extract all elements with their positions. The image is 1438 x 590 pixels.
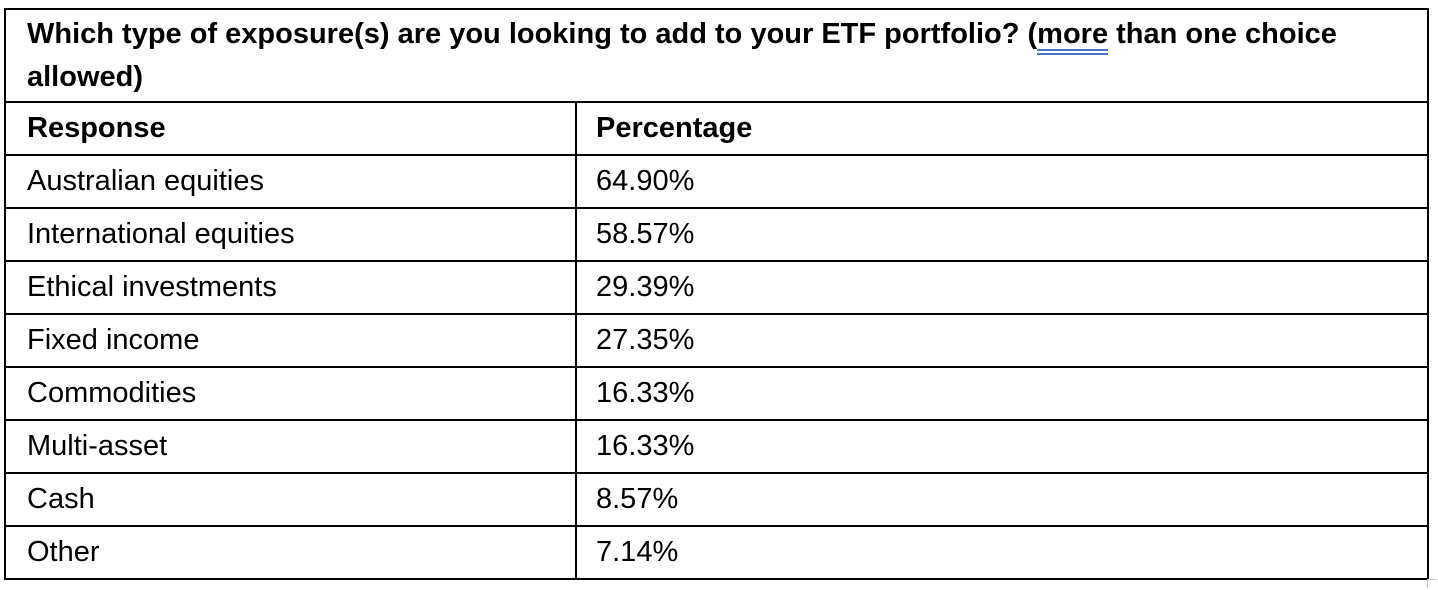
title-row: Which type of exposure(s) are you lookin… xyxy=(3,8,1430,103)
percentage-cell: 16.33% xyxy=(574,419,1430,474)
table-title-start: Which type of exposure(s) are you lookin… xyxy=(27,18,1038,50)
table-title-end: than one choice allowed) xyxy=(27,18,1337,93)
table-row: Commodities 16.33% xyxy=(4,366,1430,421)
header-row: Response Percentage xyxy=(4,101,1430,156)
exposure-survey-table: Which type of exposure(s) are you lookin… xyxy=(3,8,1430,580)
percentage-cell: 58.57% xyxy=(574,207,1430,262)
response-cell: Other xyxy=(4,525,577,580)
table-row: Multi-asset 16.33% xyxy=(4,419,1430,474)
percentage-cell: 27.35% xyxy=(574,313,1430,368)
table-row: Ethical investments 29.39% xyxy=(4,260,1430,315)
table-row: International equities 58.57% xyxy=(4,207,1430,262)
table-title: Which type of exposure(s) are you lookin… xyxy=(3,8,1430,103)
response-cell: Cash xyxy=(4,472,577,527)
response-cell: Multi-asset xyxy=(4,419,577,474)
percentage-cell: 8.57% xyxy=(574,472,1430,527)
response-cell: International equities xyxy=(4,207,577,262)
table-row: Other 7.14% xyxy=(4,525,1430,580)
header-response: Response xyxy=(4,101,577,156)
table-title-marked-word: more xyxy=(1037,18,1109,50)
table-resize-handle[interactable] xyxy=(1427,579,1436,588)
percentage-cell: 7.14% xyxy=(574,525,1430,580)
header-percentage: Percentage xyxy=(574,101,1430,156)
response-cell: Fixed income xyxy=(4,313,577,368)
percentage-cell: 64.90% xyxy=(574,154,1430,209)
table-row: Fixed income 27.35% xyxy=(4,313,1430,368)
percentage-cell: 16.33% xyxy=(574,366,1430,421)
table-row: Cash 8.57% xyxy=(4,472,1430,527)
percentage-cell: 29.39% xyxy=(574,260,1430,315)
response-cell: Australian equities xyxy=(4,154,577,209)
table-row: Australian equities 64.90% xyxy=(4,154,1430,209)
response-cell: Commodities xyxy=(4,366,577,421)
response-cell: Ethical investments xyxy=(4,260,577,315)
